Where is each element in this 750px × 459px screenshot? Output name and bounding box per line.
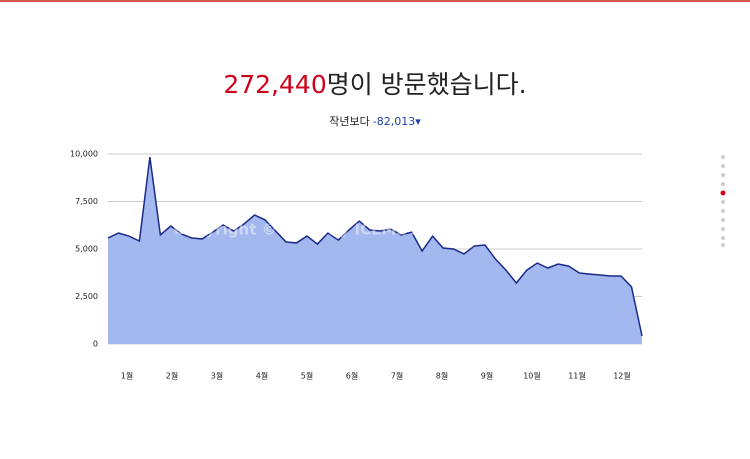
x-tick-label: 1월 — [121, 371, 133, 381]
x-tick-label: 8월 — [436, 371, 448, 381]
nav-dot[interactable] — [721, 218, 725, 222]
line — [107, 156, 643, 337]
page-nav — [720, 155, 726, 247]
title: 272,440명이 방문했습니다. — [223, 70, 526, 99]
nav-dot[interactable] — [721, 209, 725, 213]
x-tick-label: 2월 — [166, 371, 178, 381]
y-tick-label: 5,000 — [75, 245, 98, 254]
nav-dot[interactable] — [721, 243, 725, 247]
x-tick-label: 7월 — [391, 371, 403, 381]
x-tick-label: 3월 — [211, 371, 223, 381]
nav-dot[interactable] — [721, 227, 725, 231]
x-tick-label: 10월 — [523, 371, 541, 381]
area — [108, 157, 642, 344]
nav-dot[interactable] — [721, 164, 725, 168]
x-tick-label: 12월 — [613, 371, 631, 381]
subtitle-value: -82,013▾ — [373, 115, 421, 128]
nav-dot[interactable] — [721, 173, 725, 177]
x-tick-label: 6월 — [346, 371, 358, 381]
x-tick-label: 4월 — [256, 371, 268, 381]
subtitle: 작년보다 -82,013▾ — [329, 115, 421, 128]
nav-dot[interactable] — [721, 182, 725, 186]
nav-dot[interactable] — [721, 236, 725, 240]
y-tick-label: 0 — [93, 340, 98, 349]
y-tick-label: 7,500 — [75, 197, 98, 206]
y-tick-label: 2,500 — [75, 292, 98, 301]
y-tick-label: 10,000 — [70, 150, 98, 159]
x-tick-label: 11월 — [568, 371, 586, 381]
watermark: Copyright © 2018 by ICEML All Rights Res… — [173, 221, 576, 239]
x-tick-label: 9월 — [481, 371, 493, 381]
title-number: 272,440 — [223, 70, 326, 99]
subtitle-label: 작년보다 — [329, 115, 369, 128]
top-bar — [0, 0, 750, 2]
nav-dot[interactable] — [721, 200, 725, 204]
title-text: 명이 방문했습니다. — [327, 70, 527, 99]
x-tick-label: 5월 — [301, 371, 313, 381]
nav-dot[interactable] — [721, 155, 725, 159]
nav-dot-active[interactable] — [720, 190, 726, 196]
chart: 0 2,500 5,000 7,500 10,000 1월 2월 3월 4월 5월 6월 7월 8월 9월… — [70, 150, 643, 381]
